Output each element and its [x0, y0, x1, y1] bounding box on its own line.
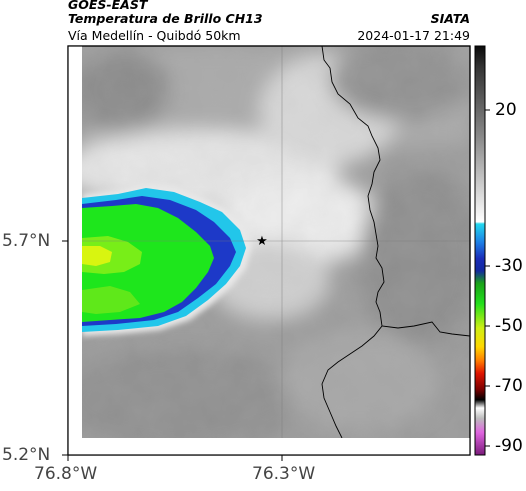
colorbar-tick-label: -50	[495, 316, 523, 336]
colorbar-tick-label: -90	[495, 436, 523, 456]
lon-tick-label: 76.8°W	[34, 464, 98, 484]
map-area[interactable]: ★	[60, 40, 480, 450]
map-bottom-margin	[82, 438, 470, 455]
map-frame-outline	[67, 45, 471, 456]
satellite-name: GOES-EAST	[68, 0, 148, 12]
colorbar	[474, 45, 490, 456]
agency-label: SIATA	[430, 11, 470, 26]
product-title: Temperatura de Brillo CH13	[68, 11, 263, 26]
map-left-margin	[68, 46, 82, 455]
graticule	[82, 46, 470, 438]
lat-tick-label: 5.7°N	[2, 231, 51, 251]
colorbar-tick-label: 20	[495, 100, 517, 120]
lat-tick-label: 5.2°N	[2, 445, 51, 465]
border-lines	[321, 46, 470, 438]
star-marker-icon[interactable]: ★	[256, 234, 268, 249]
datetime-label: 2024-01-17 21:49	[357, 28, 470, 43]
location-subtitle: Vía Medellín - Quibdó 50km	[68, 28, 241, 43]
lon-tick-label: 76.3°W	[252, 464, 316, 484]
colorbar-tick-label: -70	[495, 376, 523, 396]
axis-ticks	[62, 240, 283, 461]
colorbar-tick-label: -30	[495, 256, 523, 276]
cold-cloud-system	[82, 184, 252, 336]
